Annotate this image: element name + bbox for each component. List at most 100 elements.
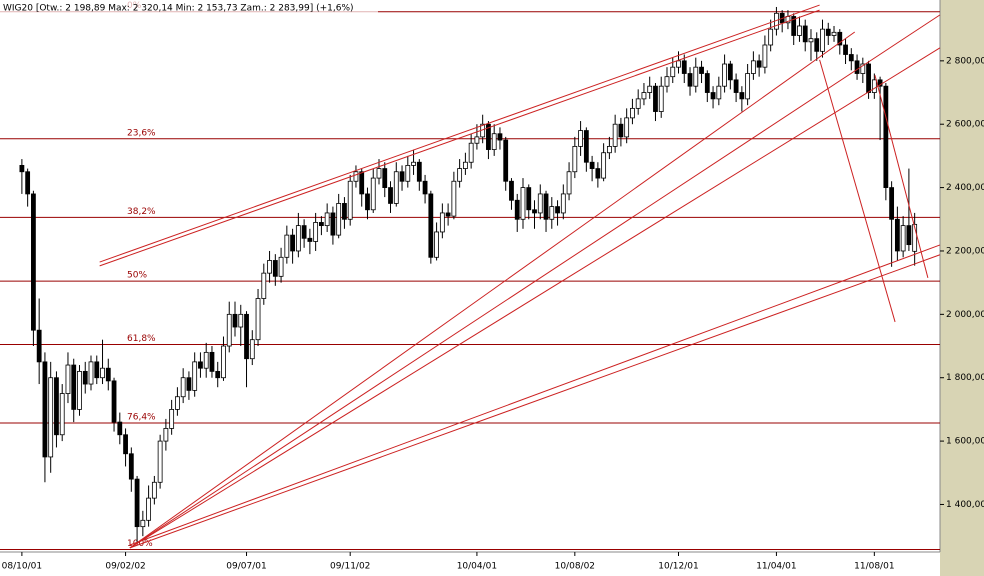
candle-body: [59, 393, 65, 436]
trend-line: [99, 4, 820, 263]
candle-body: [151, 481, 157, 499]
candle-body: [676, 60, 681, 68]
trend-line: [99, 9, 820, 267]
candle-body: [330, 212, 336, 236]
x-tick-label: 09/07/01: [226, 562, 266, 572]
candle-body: [428, 193, 434, 258]
fib-label: 76,4%: [127, 413, 156, 423]
candle-body: [716, 85, 722, 100]
candle-body: [578, 130, 583, 147]
candle-body: [750, 60, 756, 74]
candle-body: [295, 225, 301, 252]
candle-body: [342, 203, 347, 220]
candle-body: [301, 225, 307, 239]
candle-body: [100, 367, 105, 379]
candle-body: [399, 171, 405, 182]
candle-body: [566, 171, 572, 195]
candle-body: [635, 98, 641, 109]
candle-body: [894, 218, 900, 252]
candle-body: [31, 193, 36, 331]
candle-body: [123, 434, 128, 455]
candle-body: [762, 44, 768, 68]
trend-line: [874, 74, 929, 279]
chart-title: WIG20 [Otw.: 2 198,89 Max: 2 320,14 Min:…: [3, 4, 354, 14]
candle-body: [198, 361, 203, 369]
fib-label: 38,2%: [127, 207, 156, 217]
candle-body: [405, 165, 411, 182]
candle-body: [255, 298, 261, 341]
candle-body: [900, 225, 906, 252]
candle-body: [267, 260, 272, 274]
candle-body: [797, 25, 802, 36]
candle-body: [497, 133, 503, 141]
candle-body: [704, 73, 710, 93]
candle-body: [664, 76, 670, 87]
candle-body: [105, 367, 111, 382]
candle-body: [163, 428, 169, 442]
candle-body: [860, 63, 866, 74]
candle-body: [486, 123, 491, 150]
y-tick-label: 2 000,00: [946, 310, 984, 320]
candle-body: [48, 377, 54, 458]
candle-body: [727, 63, 733, 81]
trend-line: [129, 254, 941, 549]
candle-body: [232, 313, 238, 328]
y-tick-label: 2 800,00: [946, 56, 984, 66]
candle-body: [837, 31, 843, 46]
trend-line: [129, 14, 941, 549]
candle-body: [808, 38, 814, 43]
candle-body: [221, 345, 226, 379]
candle-body: [88, 361, 94, 385]
candle-body: [146, 497, 152, 521]
candle-body: [140, 519, 146, 528]
candle-body: [238, 313, 244, 328]
candle-body: [284, 234, 290, 258]
candle-body: [192, 361, 198, 391]
candle-body: [526, 187, 532, 211]
x-tick-label: 08/10/01: [2, 562, 42, 572]
candle-body: [814, 38, 820, 52]
candle-body: [647, 85, 653, 93]
candle-body: [791, 16, 797, 36]
candle-body: [111, 380, 117, 423]
candle-body: [889, 187, 895, 220]
candle-body: [186, 377, 192, 391]
candle-body: [549, 206, 555, 220]
candle-body: [866, 63, 871, 93]
candle-body: [462, 161, 468, 169]
candle-body: [618, 123, 624, 138]
candle-body: [94, 361, 100, 379]
candle-body: [572, 145, 578, 173]
candle-body: [359, 171, 365, 195]
candle-body: [532, 209, 537, 214]
candle-body: [906, 225, 912, 246]
candle-body: [336, 203, 342, 236]
candle-body: [36, 329, 42, 363]
candle-body: [658, 85, 664, 112]
candle-body: [445, 212, 451, 217]
candle-body: [543, 193, 549, 220]
y-tick-label: 1 800,00: [946, 373, 984, 383]
candle-body: [324, 212, 330, 227]
candle-body: [25, 171, 31, 195]
candle-body: [612, 123, 618, 147]
x-tick-label: 10/08/02: [555, 562, 595, 572]
candle-body: [54, 377, 59, 436]
candle-body: [272, 260, 278, 277]
candle-body: [537, 193, 543, 214]
candle-body: [71, 364, 77, 410]
y-tick-label: 1 400,00: [946, 500, 984, 510]
candle-body: [745, 73, 751, 100]
candle-body: [831, 31, 837, 36]
candle-body: [825, 28, 831, 36]
candle-body: [347, 180, 353, 220]
candle-body: [687, 73, 693, 87]
candle-body: [439, 212, 445, 233]
candle-body: [820, 28, 825, 52]
candle-body: [65, 364, 71, 394]
candle-body: [416, 161, 422, 182]
candle-body: [82, 370, 88, 385]
candle-body: [560, 193, 566, 214]
candle-body: [393, 171, 399, 204]
candle-body: [589, 161, 595, 169]
